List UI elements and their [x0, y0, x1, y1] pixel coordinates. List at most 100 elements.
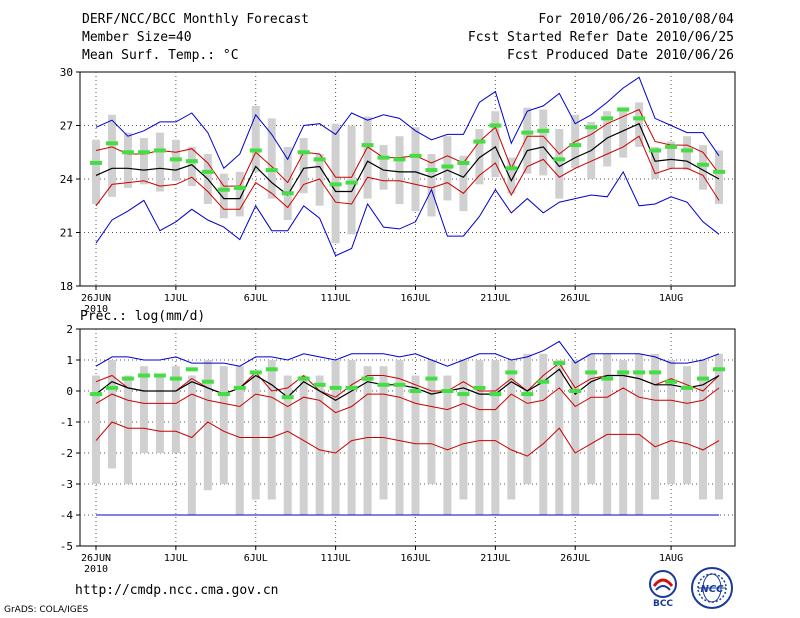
- precip-x-tick-label: 1JUL: [164, 553, 188, 564]
- precip-median-marker: [265, 367, 278, 372]
- precip-median-marker: [601, 376, 614, 381]
- temp-median-marker: [409, 153, 422, 158]
- precip-median-marker: [233, 385, 246, 390]
- precip-median-marker: [169, 376, 182, 381]
- temp-spread-box: [123, 132, 132, 188]
- precip-median-marker: [537, 379, 550, 384]
- precip-median-marker: [489, 392, 502, 397]
- precip-spread-box: [235, 366, 244, 515]
- temp-spread-box: [619, 111, 628, 158]
- precip-median-marker: [137, 373, 150, 378]
- temp-median-marker: [329, 182, 342, 187]
- temp-year-label: 2010: [84, 304, 108, 315]
- temp-y-tick-label: 21: [60, 227, 73, 240]
- temp-spread-box: [603, 111, 612, 167]
- precip-x-tick-label: 26JUL: [560, 553, 590, 564]
- temp-median-marker: [665, 144, 678, 149]
- precip-median-marker: [377, 382, 390, 387]
- temp-spread-box: [539, 109, 548, 176]
- precip-y-tick-label: 2: [66, 323, 73, 336]
- precip-spread-box: [283, 375, 292, 515]
- temp-spread-box: [395, 136, 404, 204]
- temp-median-marker: [185, 159, 198, 164]
- temp-median-marker: [217, 187, 230, 192]
- precip-median-marker: [393, 382, 406, 387]
- temp-median-marker: [105, 141, 118, 146]
- temp-minus-std-line: [95, 135, 720, 210]
- precip-ensemble-mean-line: [95, 368, 720, 401]
- precip-spread-box: [267, 360, 276, 500]
- temp-median-marker: [361, 143, 374, 148]
- temp-max-line: [95, 76, 720, 170]
- temp-spread-box: [92, 139, 100, 204]
- precip-median-marker: [281, 395, 294, 400]
- precip-x-tick-label: 26JUN: [81, 553, 111, 564]
- temp-median-marker: [233, 185, 246, 190]
- temp-spread-box: [155, 132, 164, 192]
- temp-spread-box: [187, 146, 196, 187]
- precip-spread-box: [667, 360, 676, 484]
- precip-y-tick-label: -2: [60, 447, 73, 460]
- temp-spread-box: [379, 145, 388, 190]
- temp-spread-box: [251, 105, 260, 172]
- precip-spread-box: [139, 366, 148, 453]
- precip-spread-box: [523, 353, 532, 484]
- precip-max-line: [95, 340, 720, 367]
- precip-median-marker: [649, 370, 662, 375]
- temp-spread-box: [235, 171, 244, 217]
- precip-spread-box: [427, 360, 436, 484]
- temp-x-tick-label: 21JUL: [480, 293, 510, 304]
- temp-median-marker: [617, 107, 630, 112]
- precip-spread-box: [507, 360, 516, 500]
- temp-median-marker: [713, 169, 725, 174]
- temp-median-marker: [681, 148, 694, 153]
- temp-spread-box: [411, 127, 420, 212]
- precip-spread-box: [379, 366, 388, 500]
- temp-x-tick-label: 11JUL: [321, 293, 351, 304]
- precip-y-tick-label: 0: [66, 385, 73, 398]
- precip-median-marker: [665, 379, 678, 384]
- temp-spread-box: [107, 114, 116, 197]
- temp-median-marker: [249, 148, 262, 153]
- header-line-period: For 2010/06/26-2010/08/04: [538, 12, 734, 27]
- precip-spread-box: [715, 353, 723, 500]
- temp-median-marker: [265, 168, 278, 173]
- temp-spread-box: [475, 129, 484, 185]
- temp-median-marker: [393, 157, 406, 162]
- precip-spread-box: [92, 375, 100, 484]
- temp-median-marker: [90, 160, 102, 165]
- precip-spread-box: [411, 375, 420, 515]
- precip-y-tick-label: -1: [60, 416, 73, 429]
- temp-median-marker: [473, 139, 486, 144]
- bcc-logo-text: BCC: [653, 599, 673, 608]
- precip-y-tick-label: -3: [60, 478, 73, 491]
- temp-spread-box: [667, 141, 676, 169]
- precip-spread-box: [107, 360, 116, 469]
- precip-spread-box: [331, 360, 340, 515]
- temp-median-marker: [137, 150, 150, 155]
- footer-url[interactable]: http://cmdp.ncc.cma.gov.cn: [75, 583, 279, 598]
- header-line-member-size: Member Size=40: [82, 30, 192, 45]
- precip-spread-box: [459, 360, 468, 500]
- precip-median-marker: [409, 389, 422, 393]
- precip-spread-box: [155, 375, 164, 453]
- temp-spread-box: [219, 173, 228, 219]
- temp-spread-box: [651, 146, 660, 179]
- precip-year-label: 2010: [84, 564, 108, 575]
- precip-median-marker: [329, 385, 342, 390]
- temp-median-marker: [169, 157, 182, 162]
- temp-median-marker: [377, 155, 390, 160]
- temp-median-marker: [153, 148, 166, 153]
- temp-spread-box: [347, 125, 356, 235]
- precip-spread-box: [203, 360, 212, 491]
- temp-median-marker: [425, 168, 438, 173]
- temp-spread-box: [715, 150, 723, 204]
- temp-spread-box: [427, 154, 436, 217]
- precip-spread-box: [539, 353, 548, 515]
- precip-spread-box: [123, 375, 132, 484]
- temp-median-marker: [649, 148, 662, 153]
- temp-median-marker: [121, 150, 134, 155]
- precip-median-marker: [313, 382, 326, 387]
- precip-minus-std-line: [95, 387, 720, 414]
